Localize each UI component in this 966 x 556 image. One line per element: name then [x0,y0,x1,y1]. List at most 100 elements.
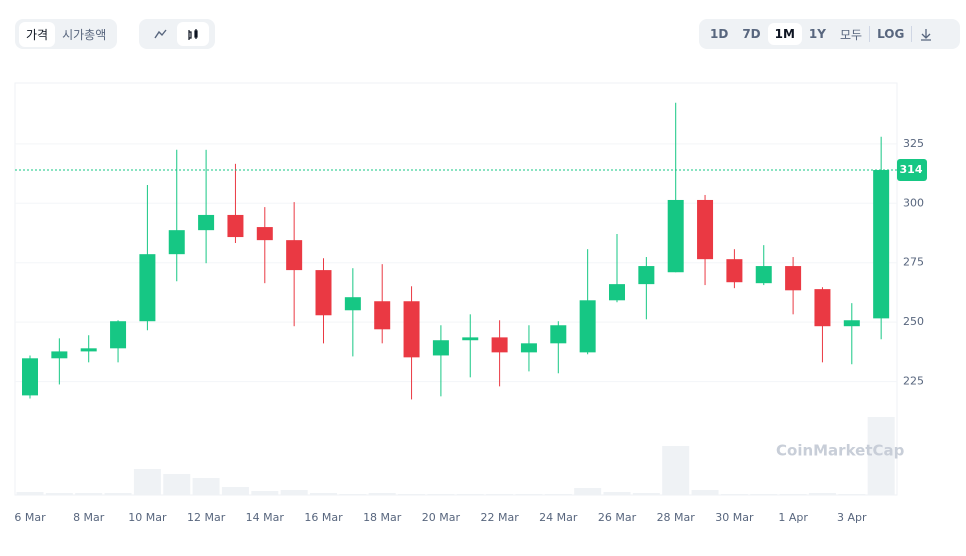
candle-body [374,301,391,330]
candle-body [726,259,743,283]
volume-bar [603,492,631,495]
x-tick-label: 10 Mar [128,511,167,524]
candle-body [667,199,684,273]
divider [869,26,871,42]
view-tabs: 가격 시가총액 [15,19,118,49]
candle-icon[interactable] [177,22,209,46]
x-tick-label: 16 Mar [304,511,343,524]
volume-bar [544,494,572,495]
x-tick-label: 18 Mar [363,511,402,524]
candle-body [51,351,68,359]
x-tick-label: 30 Mar [715,511,754,524]
candle-body [814,289,831,327]
candle-body [873,170,890,319]
candle-body [638,266,655,285]
volume-bar [456,494,484,495]
x-tick-label: 14 Mar [246,511,285,524]
volume-bar [339,494,367,495]
x-tick-label: 24 Mar [539,511,578,524]
candle-body [80,348,97,352]
volume-bar [779,494,807,495]
range[interactable]: 모두 [839,27,863,42]
tab[interactable]: 가격 [19,21,56,47]
range[interactable]: 1D [710,27,729,41]
volume-bar [838,494,866,495]
volume-bar [574,488,602,495]
volume-bar [691,490,719,495]
candle-body [491,337,508,353]
x-tick-label: 8 Mar [73,511,105,524]
candle-body [110,321,127,349]
candle-body [432,340,449,356]
volume-bar [368,493,396,495]
x-tick-label: 12 Mar [187,511,226,524]
volume-bar [486,494,514,495]
candle-body [755,266,772,284]
x-tick-label: 3 Apr [837,511,867,524]
tab[interactable]: 시가총액 [62,27,107,42]
download[interactable] [912,22,940,46]
volume-bar [720,494,748,495]
candle-body [697,199,714,260]
range-tabs: 1D 7D 1M 1Y 모두 LOG [699,19,960,49]
y-tick-label: 275 [903,256,924,269]
range[interactable]: 1Y [808,27,826,41]
volume-bar [16,492,44,495]
candle-body [609,284,625,301]
range[interactable]: 1M [767,23,802,45]
volume-bar [808,493,836,495]
volume-bar [133,469,161,495]
candle-body [403,301,420,358]
candle-body [22,358,38,396]
watermark: CoinMarketCap [776,442,905,460]
candle-body [286,240,303,271]
candle-body [579,300,596,353]
candle-body [785,266,802,291]
volume-bar [104,493,132,495]
range[interactable]: 7D [742,27,761,41]
candle-body [168,230,185,255]
volume-bar [515,494,543,495]
volume-bar [192,478,220,495]
x-tick-label: 6 Mar [14,511,46,524]
volume-bar [427,494,455,495]
candle-body [256,227,273,241]
volume-bar [280,490,308,495]
last-price-label: 314 [900,163,923,176]
candle-body [462,337,479,341]
candle-body [344,297,361,311]
volume-bar [662,446,690,495]
x-tick-label: 1 Apr [778,511,808,524]
plot-frame [14,82,898,496]
x-tick-label: 28 Mar [657,511,696,524]
line-icon[interactable] [143,22,177,46]
volume-bar [632,493,660,495]
volume-bar [310,493,337,495]
divider [911,26,913,42]
volume-bar [45,493,73,495]
candle-body [520,343,537,353]
y-tick-label: 325 [903,137,924,150]
candle-body [227,214,244,238]
volume-bar [251,491,279,495]
volume-bar [750,494,778,495]
candle-body [139,254,156,322]
candle-body [550,325,567,344]
volume-bar [163,474,191,495]
volume-bar [867,417,895,495]
volume-bar [398,494,426,495]
chart-type [139,19,215,49]
y-tick-label: 250 [903,315,924,328]
x-tick-label: 20 Mar [422,511,461,524]
x-tick-label: 22 Mar [480,511,519,524]
y-tick-label: 300 [903,196,924,209]
candle-body [198,214,215,231]
log[interactable]: LOG [877,27,905,41]
y-tick-label: 225 [903,375,924,388]
candle-body [315,270,332,316]
candle-body [843,320,860,327]
x-tick-label: 26 Mar [598,511,637,524]
volume-bar [75,493,103,495]
